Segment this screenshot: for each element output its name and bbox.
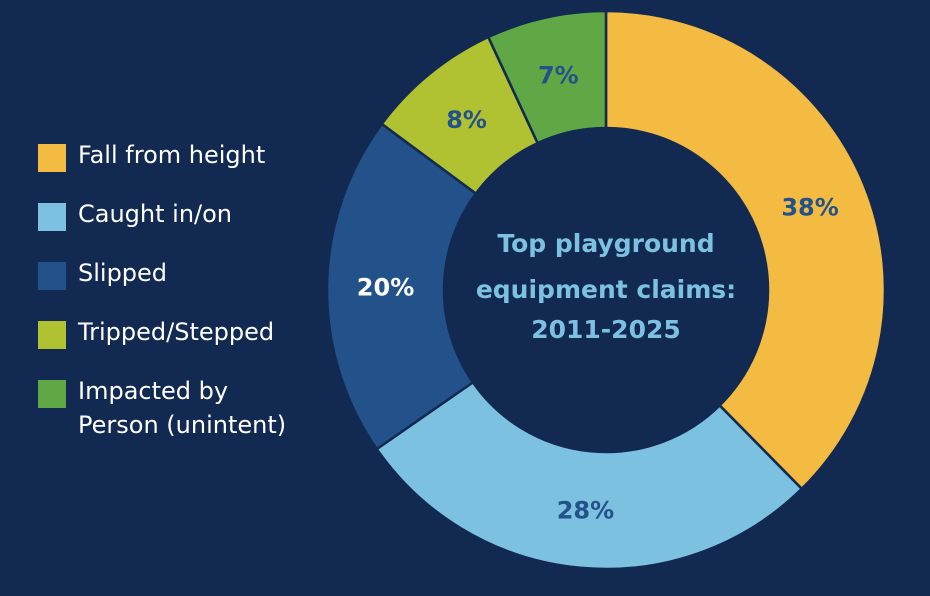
- legend-swatch: [38, 380, 66, 408]
- chart-legend: Fall from height Caught in/on Slipped Tr…: [38, 138, 338, 442]
- data-label-5: 7%: [538, 62, 579, 90]
- legend-swatch: [38, 262, 66, 290]
- legend-label: Fall from height: [78, 141, 266, 169]
- legend-label: Tripped/Stepped: [78, 318, 275, 346]
- data-label-1: 38%: [781, 193, 838, 221]
- data-label-2: 28%: [557, 497, 614, 525]
- legend-label: Slipped: [78, 259, 168, 287]
- legend-item-tripped-stepped: Tripped/Stepped: [38, 315, 338, 349]
- donut-slice-1: [604, 9, 887, 491]
- chart-title-line-3: 2011-2025: [531, 315, 681, 344]
- legend-label: Impacted by Person (unintent): [78, 377, 287, 439]
- legend-item-impacted-by-person: Impacted by Person (unintent): [38, 374, 338, 442]
- donut-slices: [325, 9, 887, 571]
- donut-slice-5: [486, 9, 608, 145]
- legend-swatch: [38, 203, 66, 231]
- legend-swatch: [38, 321, 66, 349]
- legend-item-caught-in-on: Caught in/on: [38, 197, 338, 231]
- donut-data-labels: 38% 28% 20% 8% 7%: [357, 62, 839, 525]
- donut-slice-2: [375, 380, 804, 571]
- data-label-4: 8%: [446, 106, 487, 134]
- data-label-3: 20%: [357, 274, 414, 302]
- legend-label: Caught in/on: [78, 200, 233, 228]
- chart-title-line-2: equipment claims:: [476, 275, 736, 304]
- legend-item-fall-from-height: Fall from height: [38, 138, 338, 172]
- legend-item-slipped: Slipped: [38, 256, 338, 290]
- chart-title-line-1: Top playground: [497, 229, 714, 258]
- legend-swatch: [38, 144, 66, 172]
- donut-slice-3: [325, 122, 478, 451]
